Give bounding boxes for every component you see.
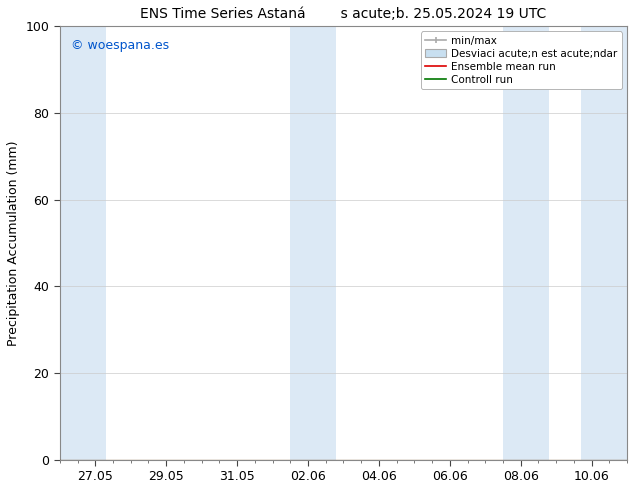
Bar [503,26,549,460]
Y-axis label: Precipitation Accumulation (mm): Precipitation Accumulation (mm) [7,140,20,346]
Bar [290,26,336,460]
Bar [60,26,106,460]
Text: © woespana.es: © woespana.es [71,39,169,52]
Bar [581,26,627,460]
Legend: min/max, Desviaci acute;n est acute;ndar, Ensemble mean run, Controll run: min/max, Desviaci acute;n est acute;ndar… [421,31,622,89]
Title: ENS Time Series Astaná        s acute;b. 25.05.2024 19 UTC: ENS Time Series Astaná s acute;b. 25.05.… [140,7,547,21]
